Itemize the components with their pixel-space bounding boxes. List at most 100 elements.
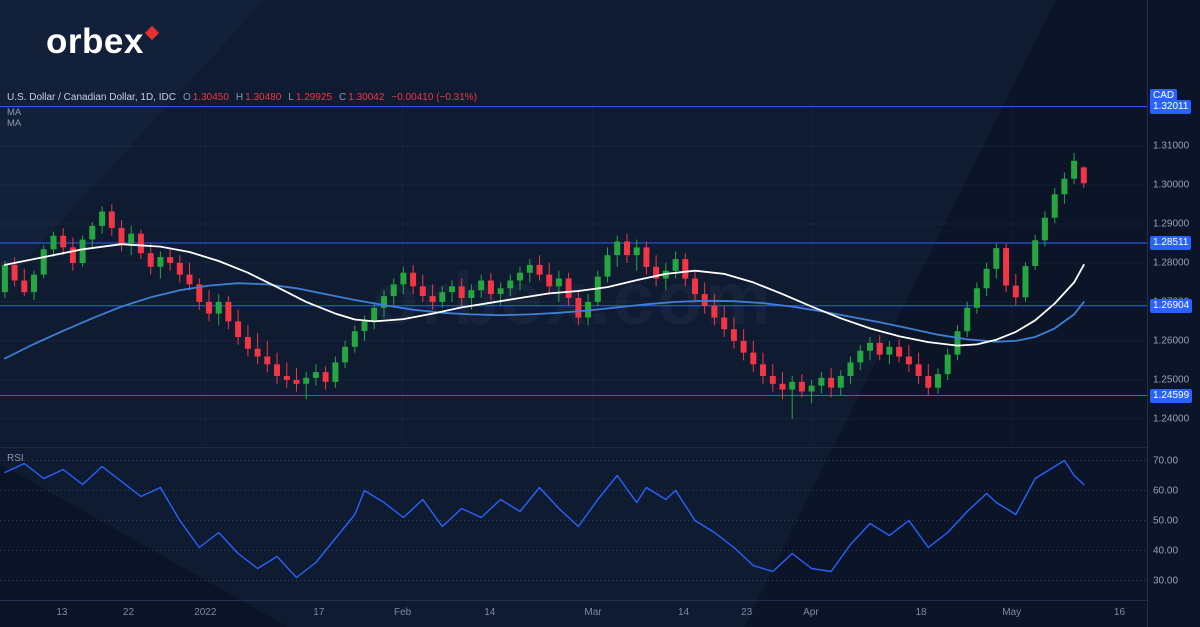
candle-body [264,356,271,365]
candle-body [235,321,242,337]
candle-body [682,259,689,279]
candle-body [517,272,523,281]
ohlc-close-value: 1.30042 [348,92,385,103]
candle-body [798,381,805,392]
candle-body [468,290,475,298]
currency-badge: CAD [1150,89,1178,103]
candle-body [633,247,640,256]
price-axis[interactable]: CAD 1.310001.300001.290001.280001.270001… [1147,0,1200,627]
level-price-tag: 1.26904 [1150,298,1193,313]
symbol-title[interactable]: U.S. Dollar / Canadian Dollar, 1D, IDC [7,92,176,103]
candle-body [876,342,883,355]
candle-body [740,340,747,353]
candle-body [837,376,844,388]
candle-body [439,292,446,302]
time-axis-label: 18 [915,607,927,618]
candle-body [604,255,611,277]
price-tick-label: 1.28000 [1153,257,1190,269]
candle-body [186,274,193,285]
rsi-tick-label: 30.00 [1153,575,1179,586]
ma-legend-2[interactable]: MA [7,118,22,129]
time-axis-label: 23 [741,607,753,618]
ma-fast-line [4,243,1085,347]
candle-body [750,352,757,365]
candle-body [429,296,436,302]
price-chart-pane[interactable] [0,100,1147,445]
candle-body [760,364,766,376]
candle-body [40,249,47,275]
candle-body [89,225,96,240]
level-price-tag: 1.24599 [1150,388,1193,403]
candle-body [1003,248,1010,286]
candle-body [69,247,76,263]
candle-body [381,296,387,308]
rsi-tick-label: 70.00 [1153,455,1179,466]
candle-body [779,383,786,390]
candle-body [507,280,514,289]
candle-body [206,301,212,314]
candlestick-chart[interactable] [0,100,1147,445]
candle-body [497,288,504,295]
ohlc-high-label: H [235,92,244,103]
ma-legend-1[interactable]: MA [7,107,22,118]
candle-body [896,346,903,357]
candle-body [342,346,349,363]
candle-body [828,377,835,388]
candle-body [390,284,397,297]
candle-body [274,364,280,376]
candle-body [935,374,941,388]
ohlc-low-value: 1.29925 [295,92,333,103]
candle-body [915,364,922,376]
candle-body [711,305,718,318]
rsi-tick-label: 60.00 [1153,485,1179,496]
time-axis-label: 13 [56,607,68,618]
level-price-tag: 1.32011 [1150,99,1192,114]
candle-body [1061,178,1068,195]
rsi-pane[interactable] [0,450,1147,600]
candle-body [867,342,873,351]
candle-body [371,307,378,322]
candle-body [857,350,864,363]
candle-body [536,264,543,275]
candle-body [1022,266,1029,298]
indicator-legend: MA MA [7,107,21,129]
ohlc-open-value: 1.30450 [192,92,229,103]
candle-body [458,286,465,298]
time-axis-label: 16 [1113,607,1126,618]
candle-body [487,280,494,295]
candle-body [818,377,825,386]
time-axis-label: 14 [484,607,496,618]
candle-body [60,235,67,248]
candle-body [293,379,300,384]
rsi-tick-label: 50.00 [1153,515,1179,526]
candle-body [137,233,144,254]
candle-body [789,381,796,390]
candle-body [400,272,407,285]
time-axis-label: 2022 [194,607,217,618]
candle-body [108,211,115,228]
candle-body [614,241,621,256]
candle-body [808,385,815,392]
candle-body [973,288,980,308]
candle-body [50,235,57,250]
candle-body [225,301,232,322]
rsi-chart[interactable] [0,450,1147,600]
ohlc-low-label: L [288,92,294,103]
candle-body [167,257,174,263]
candle-body [1041,217,1048,241]
rsi-line [4,459,1085,579]
candle-body [215,301,222,314]
pane-divider[interactable] [0,447,1147,448]
time-axis[interactable]: 13 22 2022 17 Feb 14 Mar 14 23 Apr 18 May 16 [0,600,1147,627]
candle-body [419,286,426,296]
candle-body [196,284,203,302]
logo-text: orbex [46,22,144,61]
candle-body [643,247,650,267]
ma-slow-line [4,282,1085,360]
rsi-indicator-label[interactable]: RSI [7,453,24,464]
candle-body [526,264,533,273]
candle-body [21,280,28,293]
candle-body [555,278,562,287]
candle-body [1032,240,1039,266]
